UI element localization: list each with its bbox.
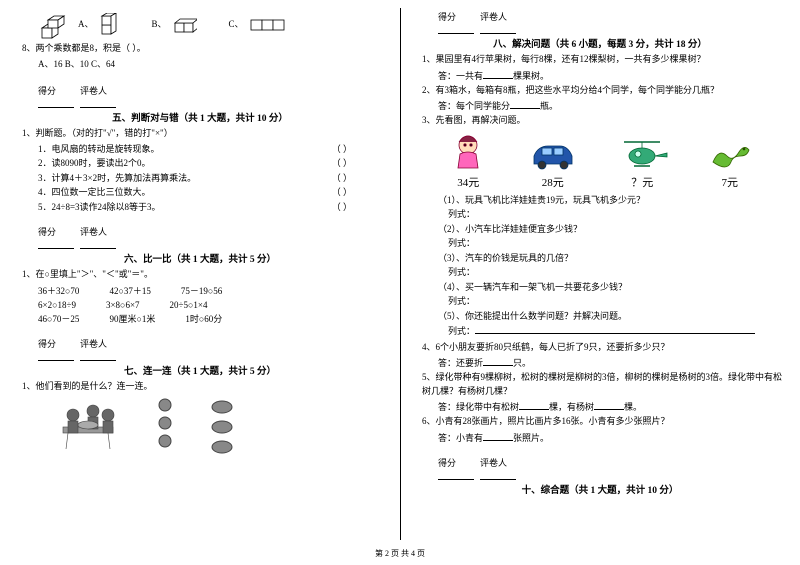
sec5-i2: 2．读8090时，要读出2个0。 xyxy=(38,158,151,168)
sec5-i4: 4．四位数一定比三位数大。 xyxy=(38,187,151,197)
sec7-lead: 1、他们看到的是什么？连一连。 xyxy=(22,380,382,394)
opt-a-label: A、 xyxy=(78,18,94,32)
price-doll: 34元 xyxy=(447,174,489,190)
match-col2 xyxy=(208,397,238,457)
q8-opts: A、16 B、10 C、64 xyxy=(38,58,382,72)
q5a: 答：绿化带中有松树棵，有杨树棵。 xyxy=(438,400,782,413)
q3-3: （3）、汽车的价钱是玩具的几倍？ xyxy=(438,252,782,266)
ls4: 列式： xyxy=(448,295,782,309)
price-car: 28元 xyxy=(528,174,578,190)
ls2: 列式： xyxy=(448,237,782,251)
q3-2: （2）、小汽车比洋娃娃便宜多少钱？ xyxy=(438,223,782,237)
q3-1: （1）、玩具飞机比洋娃娃贵19元，玩具飞机多少元？ xyxy=(438,194,782,208)
q5: 5、绿化带种有9棵柳树，松树的棵树是柳树的3倍，柳树的棵树是杨树的3倍。绿化带中… xyxy=(422,371,782,398)
opt-b-label: B、 xyxy=(152,18,167,32)
page-footer: 第 2 页 共 4 页 xyxy=(0,548,800,559)
q3: 3、先看图，再解决问题。 xyxy=(422,114,782,128)
ls5: 列式： xyxy=(448,324,782,339)
q3-4: （4）、买一辆汽车和一架飞机一共要花多少钱？ xyxy=(438,281,782,295)
score-label: 得分 xyxy=(38,84,64,97)
sec8-title: 八、解决问题（共 6 小题，每题 3 分，共计 18 分） xyxy=(418,36,782,50)
ls3: 列式： xyxy=(448,266,782,280)
sec5-i1: 1．电风扇的转动是旋转现象。 xyxy=(38,144,160,154)
match-col1 xyxy=(153,397,183,457)
cube-fig-a xyxy=(38,10,72,40)
opt-c-label: C、 xyxy=(229,18,244,32)
price-snake: 7元 xyxy=(707,174,753,190)
cube-opt-b xyxy=(173,15,197,35)
q3-5: （5）、你还能提出什么数学问题？并解决问题。 xyxy=(438,310,782,324)
children-table-icon xyxy=(48,397,128,452)
q6a: 答：小青有张照片。 xyxy=(438,431,782,444)
sec7-title: 七、连一连（共 1 大题，共计 5 分） xyxy=(18,363,382,377)
sec5-title: 五、判断对与错（共 1 大题，共计 10 分） xyxy=(18,110,382,124)
q8-text: 8、两个乘数都是8，积是（ ）。 xyxy=(22,42,382,56)
snake-icon xyxy=(707,136,753,172)
price-heli: ？元 xyxy=(616,174,668,190)
sec6-title: 六、比一比（共 1 大题，共计 5 分） xyxy=(18,251,382,265)
sec6-lead: 1、在○里填上"＞"、"＜"或"＝"。 xyxy=(22,268,382,282)
heli-icon xyxy=(616,136,668,172)
q1a: 答：一共有棵果树。 xyxy=(438,69,782,82)
doll-icon xyxy=(447,132,489,172)
q2: 2、有3箱水，每箱有8瓶，把这些水平均分给4个同学，每个同学能分几瓶？ xyxy=(422,84,782,98)
ls1: 列式： xyxy=(448,208,782,222)
sec5-i3: 3．计算4＋3×2时，先算加法再算乘法。 xyxy=(38,173,196,183)
q1: 1、果园里有4行苹果树，每行8棵，还有12棵梨树，一共有多少棵果树？ xyxy=(422,53,782,67)
q4a: 答：还要折只。 xyxy=(438,356,782,369)
cube-opt-c xyxy=(250,18,286,32)
cube-opt-a xyxy=(100,13,120,37)
car-icon xyxy=(528,136,578,172)
q6: 6、小青有28张画片，照片比画片多16张。小青有多少张照片？ xyxy=(422,415,782,429)
grader-label: 评卷人 xyxy=(80,84,107,97)
q4: 4、6个小朋友要折80只纸鹤，每人已折了9只，还要折多少只？ xyxy=(422,341,782,355)
sec5-i5: 5．24÷8=3读作24除以8等于3。 xyxy=(38,202,161,212)
sec10-title: 十、综合题（共 1 大题，共计 10 分） xyxy=(418,482,782,496)
sec5-lead: 1、判断题。（对的打"√"，错的打"×"） xyxy=(22,127,382,141)
q2a: 答：每个同学能分瓶。 xyxy=(438,99,782,112)
